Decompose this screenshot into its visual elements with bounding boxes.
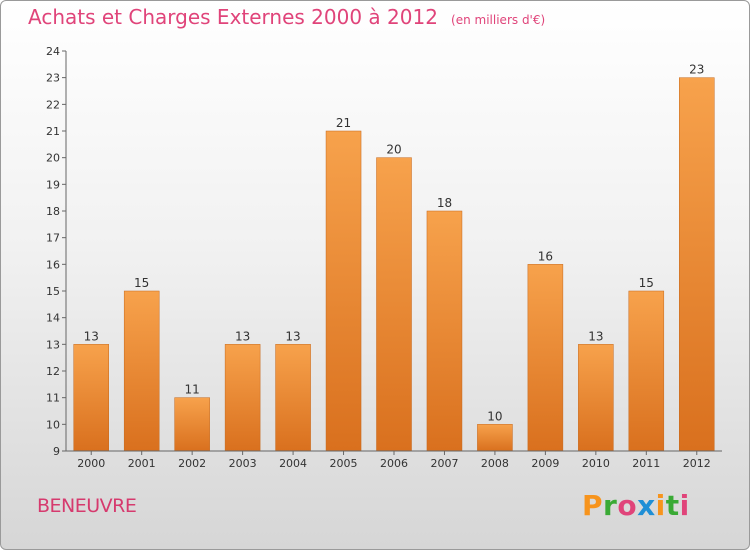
proxiti-logo[interactable]: Proxiti [582, 489, 690, 522]
y-tick-label: 12 [46, 365, 60, 378]
chart-title: Achats et Charges Externes 2000 à 2012 [28, 5, 438, 29]
bar-value-label: 18 [437, 196, 452, 210]
logo-letter: o [617, 489, 638, 522]
chart-title-block: Achats et Charges Externes 2000 à 2012 (… [28, 5, 545, 29]
y-tick-label: 9 [53, 445, 60, 458]
bar-value-label: 13 [84, 329, 99, 343]
x-tick-label: 2002 [178, 457, 206, 470]
logo-letter: r [603, 489, 618, 522]
bar-value-label: 11 [185, 383, 200, 397]
y-tick-label: 10 [46, 418, 60, 431]
bar [73, 344, 109, 452]
bar [426, 210, 463, 452]
y-tick-label: 21 [46, 125, 60, 138]
y-tick-label: 23 [46, 72, 60, 85]
bar-value-label: 15 [639, 276, 654, 290]
y-tick-label: 24 [46, 45, 60, 58]
y-tick-label: 15 [46, 285, 60, 298]
x-tick-label: 2000 [77, 457, 105, 470]
y-tick-label: 16 [46, 258, 60, 271]
bar [275, 344, 311, 452]
bar [679, 77, 715, 452]
bar [578, 344, 614, 452]
chart-unit: (en milliers d'€) [451, 13, 546, 27]
bar-value-label: 13 [285, 329, 300, 343]
x-tick-label: 2008 [481, 457, 509, 470]
logo-letter: x [637, 489, 656, 522]
bar-value-label: 13 [588, 329, 603, 343]
commune-name: BENEUVRE [37, 495, 137, 517]
bar [628, 290, 665, 452]
x-tick-label: 2012 [683, 457, 711, 470]
x-tick-label: 2003 [229, 457, 257, 470]
logo-letter: i [655, 489, 666, 522]
bar [325, 130, 362, 452]
x-tick-label: 2009 [531, 457, 559, 470]
x-tick-label: 2006 [380, 457, 408, 470]
bar-value-label: 16 [538, 249, 553, 263]
y-tick-label: 13 [46, 338, 60, 351]
logo-letter: i [679, 489, 690, 522]
bar-value-label: 10 [487, 409, 502, 423]
bar [376, 157, 412, 452]
bar [123, 290, 160, 452]
logo-letter: P [582, 489, 604, 522]
bar-value-label: 13 [235, 329, 250, 343]
y-tick-label: 18 [46, 205, 60, 218]
bar-value-label: 20 [386, 143, 401, 157]
x-tick-label: 2005 [330, 457, 358, 470]
x-tick-label: 2001 [128, 457, 156, 470]
y-tick-label: 20 [46, 152, 60, 165]
y-tick-label: 14 [46, 312, 60, 325]
x-tick-label: 2004 [279, 457, 307, 470]
bar-value-label: 15 [134, 276, 149, 290]
bar [477, 424, 513, 452]
bar [224, 344, 261, 452]
y-tick-label: 17 [46, 232, 60, 245]
y-tick-label: 11 [46, 392, 60, 405]
bar-value-label: 21 [336, 116, 351, 130]
x-tick-label: 2007 [430, 457, 458, 470]
x-tick-label: 2010 [582, 457, 610, 470]
bar [174, 397, 210, 452]
bar-value-label: 23 [689, 63, 704, 77]
bar [527, 264, 564, 452]
y-tick-label: 22 [46, 98, 60, 111]
y-tick-label: 19 [46, 178, 60, 191]
x-tick-label: 2011 [632, 457, 660, 470]
logo-letter: t [665, 489, 680, 522]
